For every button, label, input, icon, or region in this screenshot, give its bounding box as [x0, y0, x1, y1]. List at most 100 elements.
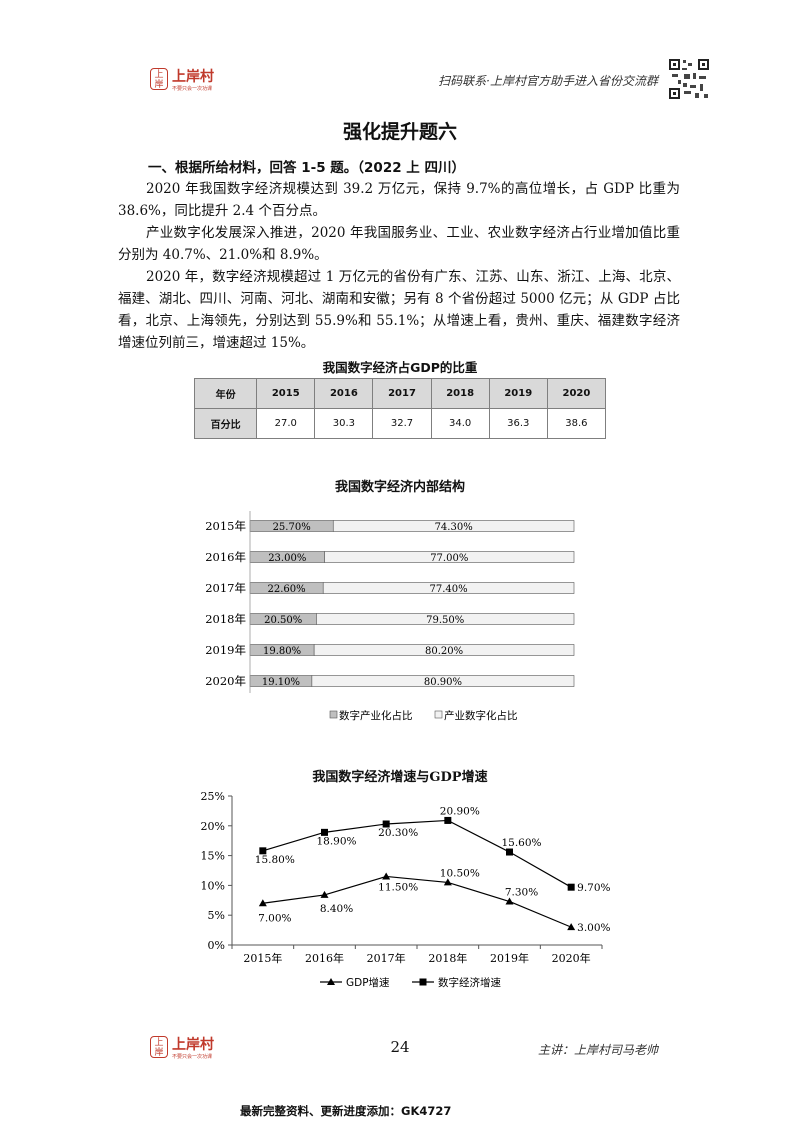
x-tick-label: 2020年: [552, 951, 591, 965]
y-tick-label: 0%: [208, 939, 225, 952]
growth-line-chart: 0% 5% 10% 15% 20% 25% 2015年 2016年 2017年 2018年 2019…: [201, 790, 611, 989]
data-point: [444, 816, 452, 824]
bar-segment: [316, 613, 575, 625]
category-label: 2017年: [205, 581, 246, 595]
category-label: 2016年: [205, 550, 246, 564]
y-tick-label: 10%: [201, 879, 225, 892]
data-point: [505, 897, 514, 905]
chart-title: 我国数字经济内部结构: [334, 480, 465, 495]
logo-name: 上岸村: [172, 1037, 214, 1053]
data-label: 77.40%: [430, 584, 468, 595]
series-line: [262, 875, 572, 928]
table-title: 我国数字经济占GDP的比重: [322, 360, 478, 375]
data-label: 8.40%: [320, 903, 353, 915]
table-cell: 36.3: [488, 408, 548, 439]
legend-swatch: [434, 710, 443, 719]
page-number: 24: [390, 1038, 410, 1056]
paragraph: 产业数字化发展深入推进，2020 年我国服务业、工业、农业数字经济占行业增加值比…: [118, 225, 680, 263]
y-tick-label: 5%: [208, 909, 225, 922]
data-point: [567, 883, 575, 891]
x-tick-label: 2018年: [428, 951, 467, 965]
page-title: 强化提升题六: [342, 121, 457, 143]
bar-segment: [313, 644, 575, 656]
table-cell: 2020: [546, 378, 607, 409]
data-point: [259, 847, 267, 855]
structure-bar-chart: 2015年 25.70% 74.30% 2016年 23.00% 77.00% 2017年 2…: [205, 511, 575, 722]
table-cell: 2018: [430, 378, 490, 409]
table-cell: 2016: [314, 378, 374, 409]
category-label: 2018年: [205, 612, 246, 626]
footer-logo: 上岸 上岸村 不要只会一次功课: [150, 1034, 230, 1062]
paragraph: 2020 年我国数字经济规模达到 39.2 万亿元，保持 9.7%的高位增长，占…: [118, 181, 680, 219]
data-point: [321, 828, 328, 836]
x-tick-label: 2015年: [243, 951, 282, 965]
bar-segment: [332, 520, 575, 532]
logo-seal: 上岸: [150, 1036, 168, 1058]
data-label: 80.20%: [425, 646, 463, 657]
data-label: 20.90%: [440, 805, 480, 817]
row-header: 百分比: [193, 408, 258, 439]
data-label: 15.80%: [255, 854, 295, 866]
legend-label: 数字产业化占比: [339, 709, 413, 722]
gdp-share-table: 年份 2015 2016 2017 2018 2019 2020 百分比 27.…: [193, 378, 607, 439]
data-label: 20.30%: [378, 827, 418, 839]
table-cell: 2019: [488, 378, 548, 409]
qr-code: [668, 58, 710, 100]
bar-segment: [311, 675, 575, 687]
data-label: 22.60%: [268, 584, 306, 595]
data-label: 15.60%: [501, 837, 541, 849]
row-header: 年份: [193, 378, 258, 409]
data-label: 23.00%: [268, 553, 306, 564]
data-label: 79.50%: [426, 615, 464, 626]
data-label: 19.80%: [263, 646, 301, 657]
data-label: 77.00%: [430, 553, 468, 564]
table-cell: 34.0: [430, 408, 490, 439]
data-label: 7.30%: [505, 886, 538, 898]
chart-title: 我国数字经济增速与GDP增速: [312, 770, 488, 785]
table-row: 年份 2015 2016 2017 2018 2019 2020: [193, 378, 607, 409]
table-cell: 30.3: [314, 408, 374, 439]
category-label: 2019年: [205, 643, 246, 657]
series-line: [262, 819, 572, 888]
table-cell: 2015: [256, 378, 316, 409]
data-label: 19.10%: [262, 677, 300, 688]
data-point: [443, 878, 452, 886]
y-tick-label: 15%: [201, 850, 225, 863]
bar-segment: [324, 551, 575, 563]
data-label: 25.70%: [273, 522, 311, 533]
legend-label: 产业数字化占比: [444, 709, 518, 722]
data-point: [382, 820, 390, 828]
data-point: [320, 890, 329, 898]
bar-segment: [322, 582, 575, 594]
table-row: 百分比 27.0 30.3 32.7 34.0 36.3 38.6: [193, 408, 607, 439]
legend-marker: [327, 978, 335, 985]
legend-label: GDP增速: [346, 976, 390, 989]
logo-slogan: 不要只会一次功课: [172, 1054, 213, 1060]
header-logo: 上岸 上岸村 不要只会一次功课: [150, 66, 230, 94]
logo-seal: 上岸: [150, 68, 168, 90]
data-label: 10.50%: [440, 867, 480, 879]
table-cell: 27.0: [256, 408, 316, 439]
category-label: 2020年: [205, 674, 246, 688]
y-tick-label: 20%: [201, 820, 225, 833]
table-cell: 2017: [372, 378, 432, 409]
question-body: 2020 年我国数字经济规模达到 39.2 万亿元，保持 9.7%的高位增长，占…: [118, 178, 680, 354]
data-point: [258, 899, 267, 907]
logo-slogan: 不要只会一次功课: [172, 86, 213, 92]
table-cell: 32.7: [372, 408, 432, 439]
table-cell: 38.6: [546, 408, 607, 439]
x-tick-label: 2016年: [305, 951, 344, 965]
category-label: 2015年: [205, 519, 246, 533]
data-label: 7.00%: [258, 912, 291, 924]
data-label: 18.90%: [316, 835, 356, 847]
logo-name: 上岸村: [172, 69, 214, 85]
data-label: 74.30%: [435, 522, 473, 533]
legend-marker: [419, 978, 427, 986]
x-tick-label: 2019年: [490, 951, 529, 965]
x-tick-label: 2017年: [367, 951, 406, 965]
data-label: 80.90%: [424, 677, 462, 688]
data-label: 9.70%: [577, 882, 610, 894]
data-label: 11.50%: [378, 881, 418, 893]
paragraph: 2020 年，数字经济规模超过 1 万亿元的省份有广东、江苏、山东、浙江、上海、…: [118, 269, 680, 351]
header-slogan: 扫码联系·上岸村官方助手进入省份交流群: [438, 74, 658, 88]
